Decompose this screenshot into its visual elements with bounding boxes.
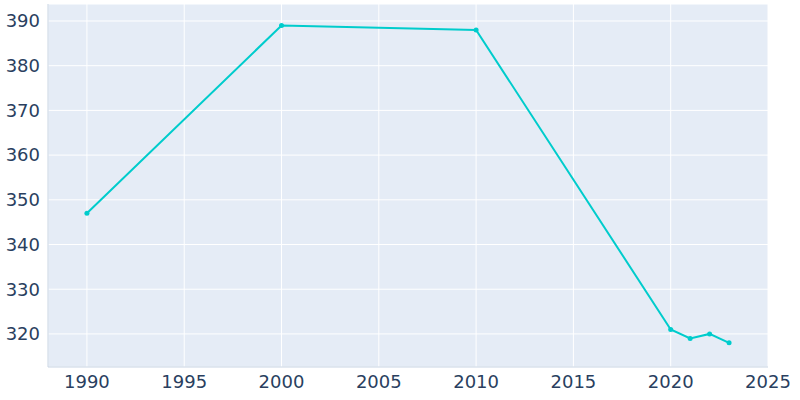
svg-text:2025: 2025 [745, 371, 791, 392]
svg-text:2010: 2010 [453, 371, 499, 392]
svg-text:2005: 2005 [356, 371, 402, 392]
svg-text:320: 320 [8, 323, 40, 344]
svg-text:2000: 2000 [259, 371, 305, 392]
svg-text:330: 330 [8, 279, 40, 300]
svg-text:360: 360 [8, 144, 40, 165]
svg-text:1995: 1995 [161, 371, 207, 392]
svg-text:380: 380 [8, 55, 40, 76]
svg-text:1990: 1990 [64, 371, 110, 392]
svg-text:350: 350 [8, 189, 40, 210]
svg-text:340: 340 [8, 234, 40, 255]
svg-text:390: 390 [8, 10, 40, 31]
svg-text:370: 370 [8, 100, 40, 121]
svg-text:2015: 2015 [550, 371, 596, 392]
svg-text:2020: 2020 [648, 371, 694, 392]
